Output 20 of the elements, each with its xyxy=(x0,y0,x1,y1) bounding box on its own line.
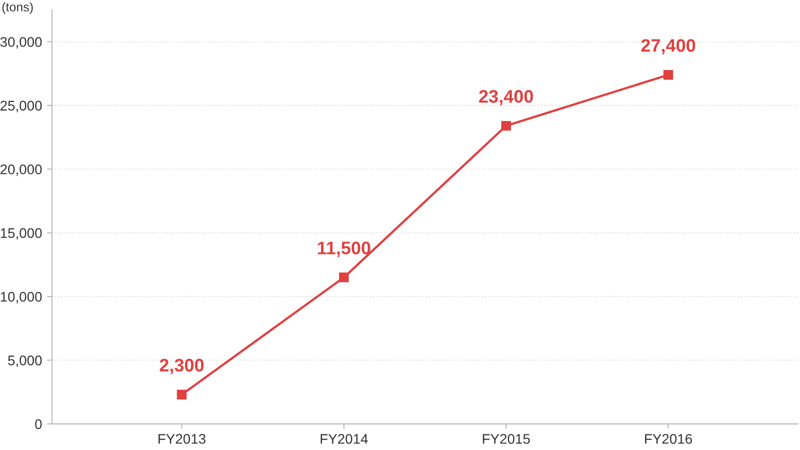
y-tick-label: 25,000 xyxy=(0,100,42,112)
y-tick-label: 30,000 xyxy=(0,37,42,49)
data-label: 11,500 xyxy=(318,242,370,258)
x-tick-label: FY2016 xyxy=(645,434,692,444)
point xyxy=(339,272,349,282)
x-tick-label: FY2013 xyxy=(158,434,206,444)
point xyxy=(176,390,187,400)
x-tick-label: FY2014 xyxy=(320,434,368,444)
x-tick-label: FY2015 xyxy=(482,434,530,444)
point xyxy=(501,120,511,131)
data-label: 23,400 xyxy=(479,90,533,106)
y-tick-label: 15,000 xyxy=(0,228,42,240)
y-tick-label: 20,000 xyxy=(0,164,42,176)
data-label: 27,400 xyxy=(641,39,696,54)
data-label: 2,300 xyxy=(160,358,204,374)
y-tick-label: 5,000 xyxy=(8,356,42,368)
point xyxy=(663,70,674,80)
y-tick-label: 10,000 xyxy=(0,292,42,304)
y-axis-title: (tons) xyxy=(2,2,33,14)
y-tick-label: 0 xyxy=(35,419,42,430)
